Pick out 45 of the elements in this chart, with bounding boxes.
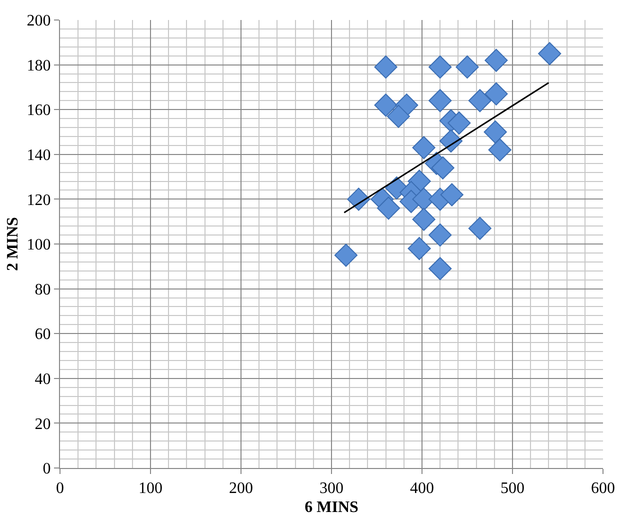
y-tick-label: 140	[26, 147, 51, 164]
point	[412, 208, 436, 231]
point	[374, 94, 398, 117]
y-tick-label: 180	[26, 57, 51, 74]
x-tick-label: 500	[500, 480, 524, 498]
point	[468, 216, 492, 240]
point	[488, 138, 512, 162]
point	[431, 156, 454, 180]
point	[408, 236, 431, 260]
point	[374, 55, 398, 79]
y-axis-title: 2 MINS	[4, 217, 22, 271]
point	[484, 82, 508, 106]
point	[347, 188, 370, 211]
point	[376, 196, 400, 220]
point	[468, 89, 492, 112]
y-tick-label: 200	[26, 12, 51, 30]
x-axis-title: 6 MINS	[304, 498, 358, 516]
point	[412, 136, 436, 160]
x-tick-label: 400	[410, 480, 434, 498]
point	[456, 55, 479, 79]
x-tick-label: 300	[320, 480, 344, 498]
x-tick-label: 600	[591, 480, 615, 498]
y-tick-label: 0	[42, 460, 51, 478]
y-tick-label: 40	[34, 371, 51, 388]
x-tick-label: 200	[229, 480, 253, 498]
point	[440, 183, 464, 206]
point	[428, 257, 452, 280]
y-tick-label: 80	[34, 281, 51, 298]
point	[334, 244, 358, 267]
y-tick-label: 120	[26, 192, 51, 209]
point	[439, 129, 463, 153]
y-tick-label: 160	[26, 102, 51, 120]
x-tick-label: 0	[56, 480, 64, 498]
point	[484, 120, 507, 144]
point	[386, 104, 410, 128]
y-tick-label: 60	[34, 326, 51, 344]
point	[428, 89, 452, 112]
point	[538, 42, 562, 66]
y-tick-label: 20	[34, 416, 51, 433]
point	[484, 48, 508, 72]
point	[448, 111, 471, 135]
y-tick-label: 100	[26, 236, 51, 254]
point	[428, 223, 452, 247]
x-tick-label: 100	[138, 480, 162, 498]
point	[428, 55, 452, 79]
